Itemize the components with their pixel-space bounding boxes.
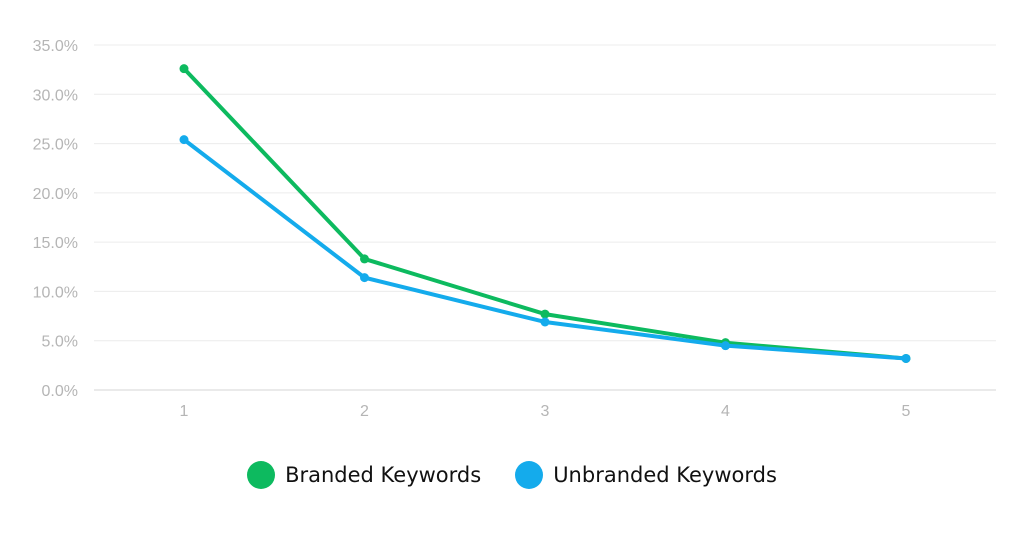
y-tick-label: 20.0% xyxy=(33,186,78,203)
x-tick-label: 3 xyxy=(541,403,550,420)
y-tick-label: 25.0% xyxy=(33,137,78,154)
data-point-unbranded-keywords[interactable] xyxy=(540,317,550,327)
y-tick-label: 15.0% xyxy=(33,235,78,252)
x-axis-ticks: 1 2 3 4 5 xyxy=(180,403,911,420)
data-point-unbranded-keywords[interactable] xyxy=(901,353,911,363)
data-point-branded-keywords[interactable] xyxy=(179,64,189,74)
gridlines xyxy=(94,44,996,391)
data-point-branded-keywords[interactable] xyxy=(360,254,369,264)
legend: Branded Keywords Unbranded Keywords xyxy=(0,455,1024,495)
legend-item-branded-keywords[interactable]: Branded Keywords xyxy=(247,461,481,489)
data-point-unbranded-keywords[interactable] xyxy=(360,273,369,283)
series-lines xyxy=(179,64,911,363)
data-point-unbranded-keywords[interactable] xyxy=(179,135,189,145)
legend-label-unbranded: Unbranded Keywords xyxy=(553,463,777,487)
y-tick-label: 5.0% xyxy=(42,334,78,351)
y-tick-label: 35.0% xyxy=(33,38,78,55)
data-point-branded-keywords[interactable] xyxy=(540,309,550,319)
x-tick-label: 2 xyxy=(360,403,369,420)
x-tick-label: 4 xyxy=(721,403,730,420)
x-tick-label: 1 xyxy=(180,403,189,420)
y-tick-label: 10.0% xyxy=(33,284,78,301)
y-tick-label: 0.0% xyxy=(42,383,78,400)
legend-label-branded: Branded Keywords xyxy=(285,463,482,487)
x-tick-label: 5 xyxy=(902,403,911,420)
y-tick-label: 30.0% xyxy=(33,87,78,104)
legend-item-unbranded-keywords[interactable]: Unbranded Keywords xyxy=(515,461,777,489)
y-axis-ticks: 35.0% 30.0% 25.0% 20.0% 15.0% 10.0% 5.0% 0.0% xyxy=(33,38,78,400)
legend-swatch-unbranded xyxy=(515,461,544,489)
data-point-unbranded-keywords[interactable] xyxy=(721,341,730,351)
chart-svg: 35.0% 30.0% 25.0% 20.0% 15.0% 10.0% 5.0% 0.0% 1… xyxy=(33,38,996,420)
legend-swatch-branded xyxy=(247,461,276,489)
